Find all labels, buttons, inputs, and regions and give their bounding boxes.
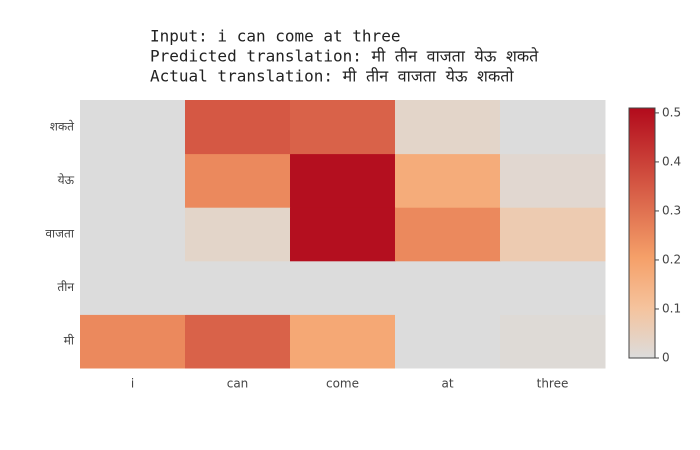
y-tick-label: येऊ	[58, 173, 75, 187]
chart-title: Input: i can come at three	[150, 27, 400, 46]
chart-title: Predicted translation: मी तीन वाजता येऊ …	[150, 47, 539, 66]
colorbar-tick-label: 0	[662, 351, 670, 365]
heatmap-cell	[500, 314, 606, 369]
heatmap-cell	[395, 260, 501, 315]
heatmap-cell	[185, 207, 291, 262]
y-tick-label: तीन	[57, 280, 74, 294]
colorbar-tick-label: 0.5	[662, 105, 681, 119]
heatmap-cell	[80, 207, 186, 262]
heatmap-cell	[290, 100, 396, 155]
colorbar	[628, 107, 656, 359]
heatmap-cell	[290, 153, 396, 208]
colorbar-tick-label: 0.2	[662, 252, 681, 266]
heatmap-cell	[395, 100, 501, 155]
heatmap-cell	[185, 314, 291, 369]
colorbar-tick-label: 0.4	[662, 154, 681, 168]
heatmap-cell	[185, 100, 291, 155]
x-tick-label: can	[227, 377, 249, 391]
x-tick-label: come	[326, 377, 359, 391]
heatmap-cell	[395, 153, 501, 208]
chart-title: Actual translation: मी तीन वाजता येऊ शकत…	[150, 67, 514, 86]
heatmap-cell	[80, 100, 186, 155]
heatmap-cell	[290, 314, 396, 369]
heatmap-cell	[290, 207, 396, 262]
colorbar-tick-label: 0.3	[662, 203, 681, 217]
heatmap-cell	[395, 314, 501, 369]
heatmap-cell	[500, 207, 606, 262]
y-tick-label: वाजता	[45, 227, 75, 241]
heatmap-cell	[500, 100, 606, 155]
heatmap-cell	[185, 260, 291, 315]
heatmap-cell	[80, 260, 186, 315]
x-tick-label: at	[441, 377, 453, 391]
heatmap-cell	[500, 260, 606, 315]
heatmap-cell	[185, 153, 291, 208]
x-tick-label: three	[537, 377, 569, 391]
x-tick-label: i	[131, 377, 134, 391]
heatmap-cell	[500, 153, 606, 208]
y-tick-label: मी	[64, 334, 75, 348]
heatmap-cell	[290, 260, 396, 315]
heatmap-cell	[80, 314, 186, 369]
heatmap-cell	[395, 207, 501, 262]
heatmap-cell	[80, 153, 186, 208]
y-tick-label: शकते	[50, 119, 75, 133]
colorbar-tick-label: 0.1	[662, 301, 681, 315]
